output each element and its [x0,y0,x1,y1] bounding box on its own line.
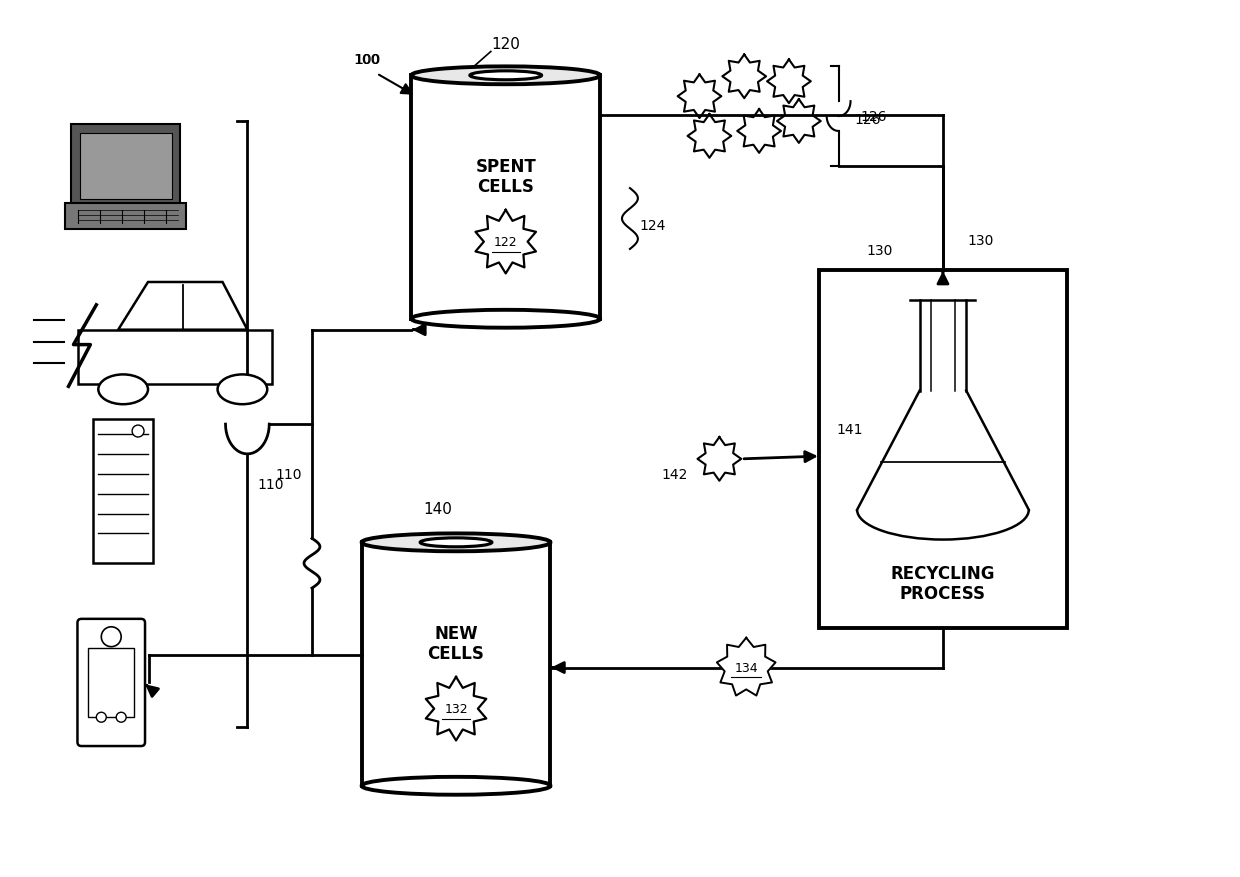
Text: 134: 134 [734,661,758,674]
Polygon shape [677,75,722,119]
Ellipse shape [470,72,542,81]
Text: 142: 142 [661,467,687,481]
Ellipse shape [362,777,551,795]
Text: 141: 141 [837,423,863,437]
FancyBboxPatch shape [362,543,551,786]
Polygon shape [687,115,732,159]
Polygon shape [723,55,766,99]
Ellipse shape [412,310,600,328]
FancyBboxPatch shape [93,419,153,564]
Text: RECYCLING
PROCESS: RECYCLING PROCESS [890,564,996,602]
Text: 126: 126 [854,113,880,127]
Text: 132: 132 [444,702,467,716]
Text: 110: 110 [275,467,301,481]
FancyBboxPatch shape [78,331,273,385]
Text: 110: 110 [258,477,284,491]
Ellipse shape [98,375,148,405]
Text: 100: 100 [355,53,381,68]
Text: 140: 140 [424,502,453,517]
Circle shape [117,712,126,723]
Text: NEW
CELLS: NEW CELLS [428,624,485,663]
Ellipse shape [420,538,492,547]
Text: 124: 124 [640,218,666,232]
FancyBboxPatch shape [72,125,180,208]
Ellipse shape [217,375,268,405]
FancyBboxPatch shape [412,76,600,319]
Text: 130: 130 [867,244,893,258]
Circle shape [102,627,122,647]
Polygon shape [768,61,811,104]
FancyBboxPatch shape [88,648,134,717]
Text: SPENT
CELLS: SPENT CELLS [475,157,536,196]
FancyBboxPatch shape [77,619,145,746]
Text: 122: 122 [494,236,517,249]
Text: 130: 130 [967,234,994,248]
Polygon shape [738,110,781,153]
Ellipse shape [362,534,551,552]
Polygon shape [118,282,247,331]
Circle shape [133,425,144,438]
Polygon shape [698,438,742,481]
FancyBboxPatch shape [64,204,186,230]
Text: 100: 100 [353,53,381,68]
Polygon shape [717,638,775,695]
Text: 126: 126 [861,110,887,124]
Circle shape [97,712,107,723]
Ellipse shape [412,68,600,85]
Polygon shape [777,100,821,144]
Bar [818,271,1068,628]
Polygon shape [425,677,486,741]
Polygon shape [475,210,536,275]
Text: 120: 120 [491,37,520,52]
FancyBboxPatch shape [81,134,172,199]
